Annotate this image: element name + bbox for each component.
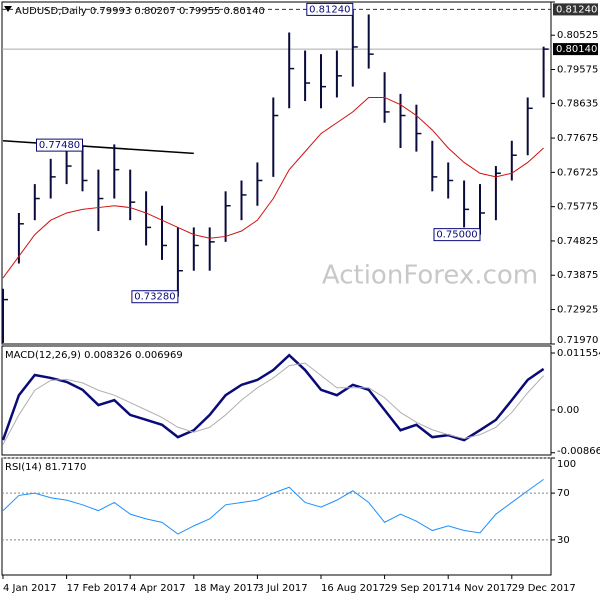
y-tick-label: -0.008664 [557,446,600,457]
panel-frame [1,345,552,456]
annotation-label: 0.77480 [39,140,80,151]
y-tick-label: 30 [557,535,570,546]
panel-title: AUDUSD,Daily 0.79993 0.80207 0.79955 0.8… [15,6,265,17]
x-tick-label: 17 Feb 2017 [67,583,129,594]
y-tick-label: 0.71970 [557,335,598,346]
watermark: ActionForex.com [322,261,538,291]
panel-frame [1,457,552,576]
y-tick-label: 70 [557,488,570,499]
x-tick-label: 4 Apr 2017 [130,583,185,594]
annotation-label: 0.81240 [309,4,350,15]
y-tick-label: 0.77675 [557,133,598,144]
y-tick-label: 0.75775 [557,202,598,213]
y-tick-label: 0.73875 [557,270,598,281]
price-box [553,3,598,16]
panel-frame [1,1,552,345]
price-box [553,43,598,56]
x-tick-label: 18 May 2017 [194,583,259,594]
panel-title: MACD(12,26,9) 0.008326 0.006969 [5,350,183,361]
y-tick-label: 0.74825 [557,236,598,247]
y-tick-label: 100 [557,459,576,470]
x-tick-label: 4 Jan 2017 [3,583,57,594]
annotation-box [433,228,481,242]
y-tick-label: 0.79575 [557,64,598,75]
y-tick-label: 0.72925 [557,305,598,316]
annotation-box [36,138,83,152]
panel-title: RSI(14) 81.7170 [5,462,86,473]
y-tick-label: 0.011554 [557,348,600,359]
annotation-box [306,2,354,16]
x-tick-label: 16 Aug 2017 [321,583,385,594]
indicator-line [1,353,545,442]
y-tick-label: 0.00 [557,405,579,416]
annotation-label: 0.75000 [436,230,477,241]
price-box-label: 0.81240 [556,4,597,15]
x-tick-label: 14 Nov 2017 [448,583,512,594]
menu-triangle [4,6,12,12]
y-tick-label: 0.80525 [557,30,598,41]
trendline [2,140,194,155]
indicator-line [2,362,544,445]
y-tick-label: 0.76725 [557,167,598,178]
x-tick-label: 29 Dec 2017 [512,583,576,594]
y-tick-label: 0.78635 [557,98,598,109]
price-box-label: 0.80140 [556,44,597,55]
indicator-line [2,478,544,535]
annotation-box [131,290,179,304]
x-tick-label: 29 Sep 2017 [385,583,448,594]
x-tick-label: 3 Jul 2017 [257,583,307,594]
moving-average [2,96,544,279]
annotation-label: 0.73280 [134,292,175,303]
